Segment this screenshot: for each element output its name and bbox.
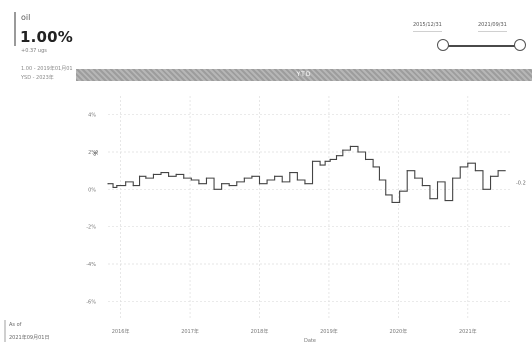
data-point [385, 194, 387, 196]
data-point [160, 171, 162, 174]
data-point [497, 170, 499, 172]
range-slider-end-handle[interactable] [514, 39, 526, 51]
data-point [414, 177, 416, 179]
range-end-date[interactable]: 2021/09/31 [478, 22, 507, 32]
series-line [108, 145, 506, 203]
x-axis-label: Date [304, 338, 316, 344]
data-point [391, 201, 393, 203]
data-point [266, 179, 268, 181]
x-tick-label: 2017年 [181, 328, 199, 335]
data-point [444, 199, 446, 202]
meta-line-1: 1.00 - 2019年01月01 [21, 66, 73, 72]
data-point [243, 177, 245, 179]
data-point [429, 198, 431, 200]
data-point [112, 186, 114, 189]
data-point [459, 166, 461, 168]
data-point [474, 170, 476, 172]
x-tick-label: 2021年 [459, 328, 477, 335]
data-point [304, 183, 306, 185]
data-point [175, 173, 177, 175]
range-start-date[interactable]: 2015/12/31 [413, 22, 442, 32]
data-point [399, 190, 401, 192]
data-point [213, 188, 215, 190]
data-point [482, 188, 484, 190]
data-point [198, 183, 200, 185]
footer-label-asof: As of [9, 322, 22, 328]
y-axis-label: % [93, 150, 100, 156]
series-short-name: oil [21, 13, 31, 22]
chart-title-band: YTD [76, 69, 532, 81]
data-point [258, 183, 261, 185]
range-slider-track[interactable] [444, 45, 520, 47]
data-point [205, 177, 208, 179]
current-value: 1.00% [20, 28, 74, 46]
series-accent-bar [14, 12, 16, 46]
data-point [145, 177, 147, 179]
data-point [183, 177, 185, 179]
data-point [236, 181, 238, 183]
chart-title-band-text: YTD [296, 71, 312, 78]
data-point [228, 185, 230, 187]
y-tick-label: 4% [88, 113, 96, 119]
data-point [274, 175, 276, 177]
data-point [319, 164, 321, 166]
x-tick-label: 2016年 [112, 328, 130, 335]
data-point [152, 173, 155, 175]
x-tick-label: 2020年 [390, 328, 408, 335]
y-tick-label: 2% [88, 150, 96, 156]
footer-label-date: 2021年09月01日 [9, 335, 50, 341]
data-point [406, 170, 408, 172]
data-point [452, 177, 454, 179]
y-tick-label: -2% [86, 225, 96, 231]
data-point [116, 185, 118, 187]
data-point [335, 155, 338, 157]
data-point [329, 158, 331, 161]
data-point [349, 145, 351, 147]
data-point [125, 181, 127, 183]
data-point [311, 160, 314, 162]
data-point [281, 181, 283, 183]
data-point [436, 181, 439, 183]
data-point [190, 179, 192, 181]
data-point [467, 162, 469, 164]
data-point [378, 179, 381, 181]
series-end-label: -0.2 [516, 181, 526, 187]
y-tick-label: -6% [86, 299, 96, 305]
data-point [421, 185, 423, 187]
data-point [251, 175, 253, 177]
data-point [296, 179, 298, 181]
data-point [132, 185, 134, 187]
data-point [289, 171, 291, 174]
y-tick-label: 0% [88, 187, 96, 193]
data-point [364, 158, 367, 161]
y-tick-label: -4% [86, 262, 96, 268]
data-point [342, 149, 344, 151]
data-point [221, 183, 223, 185]
data-point [168, 175, 170, 177]
x-tick-label: 2018年 [251, 328, 269, 335]
data-point [372, 166, 374, 168]
data-point [138, 175, 141, 177]
range-slider-start-handle[interactable] [437, 39, 449, 51]
data-point [324, 160, 326, 162]
data-point [489, 175, 492, 177]
x-tick-label: 2019年 [320, 328, 338, 335]
meta-line-2: YSD - 2023年 [21, 75, 54, 81]
data-point [357, 151, 359, 153]
footer-accent-bar [4, 320, 6, 342]
value-change: +0.37 ugs [21, 48, 47, 54]
data-point [107, 183, 109, 185]
